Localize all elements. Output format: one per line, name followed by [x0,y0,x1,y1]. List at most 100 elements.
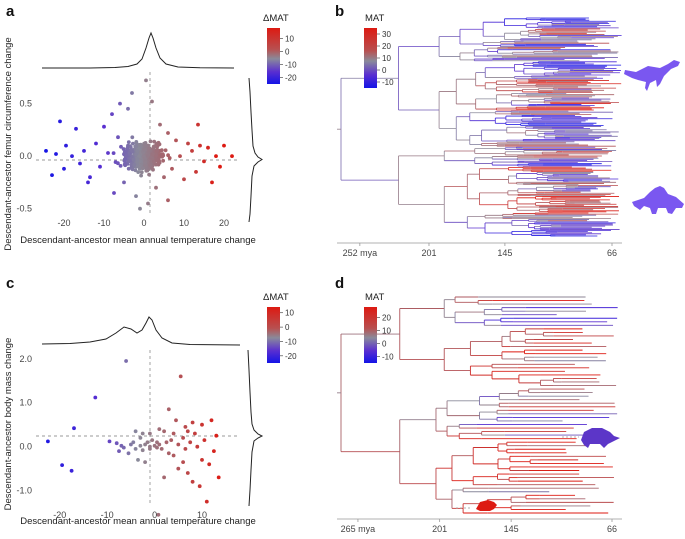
scatter-point [135,157,139,162]
scatter-point [178,374,183,379]
panel-b-colorbar: MAT 30 20 10 0 -10 [364,13,394,88]
colorbar-tick-label: 30 [382,30,391,39]
scatter-point [46,439,50,444]
colorbar-tick-label: -10 [285,337,297,346]
scatter-point [142,156,147,161]
scatter-point [148,431,152,436]
scatter-point [198,143,202,148]
scatter-point [122,180,126,185]
scatter-point [176,466,181,471]
colorbar-tick-label: 0 [382,66,387,75]
scatter-point [174,138,178,143]
scatter-point [142,148,147,152]
panel-c-scatter: -20 -10 0 10 -1.0 0.0 1.0 2.0 Descendant-ancest… [3,292,297,527]
y-tick-label: 1.0 [19,398,32,408]
scatter-point [200,458,204,462]
scatter-point [126,106,130,111]
time-tick-label: 252 mya [343,248,378,258]
scatter-point [121,147,126,151]
scatter-point [128,145,133,150]
panel-label-a: a [6,3,15,20]
scatter-point [138,206,142,211]
scatter-point [162,429,167,434]
scatter-point [72,426,76,431]
scatter-point [58,119,62,124]
scatter-point [155,148,160,153]
colorbar-tick-label: -10 [382,78,394,87]
colorbar-tick-label: 10 [382,326,391,335]
scatter-point [130,135,135,140]
y-tick-label: 0.0 [19,151,32,161]
ceratopsian-silhouette-icon [632,186,684,214]
scatter-point [130,167,135,172]
scatter-point [146,201,150,206]
scatter-point [102,124,106,129]
scatter-point [156,160,161,165]
scatter-point [204,499,209,504]
scatter-point [137,154,142,159]
scatter-point [167,156,172,160]
scatter-point [135,149,140,153]
scatter-point [156,512,161,517]
scatter-point [88,175,92,180]
colorbar-tick-label: -20 [285,73,297,82]
scatter-point [159,447,164,451]
scatter-point [131,141,135,146]
panel-c-xlabel: Descendant-ancestor mean annual temperat… [20,516,256,527]
scatter-point [122,162,127,167]
scatter-point [207,462,212,467]
scatter-point [174,418,178,423]
scatter-point [134,194,138,199]
scatter-point [93,395,98,400]
panel-c-colorbar-gradient [267,307,280,363]
x-tick-label: 10 [179,218,189,228]
small-mammal-silhouette-icon [476,500,497,511]
y-tick-label: -1.0 [16,486,32,496]
scatter-point [162,175,166,180]
scatter-point [159,148,164,153]
scatter-point [196,122,200,127]
scatter-point [176,442,181,447]
scatter-point [183,425,188,429]
panel-a-xlabel: Descendant-ancestor mean annual temperat… [20,235,256,246]
colorbar-tick-label: -10 [382,352,394,361]
scatter-point [62,166,66,171]
scatter-point [143,143,148,148]
scatter-point [151,146,156,151]
panel-d-colorbar-gradient [364,307,377,363]
scatter-point [182,177,186,182]
colorbar-tick-label: 0 [285,47,290,56]
panel-c-top-density [41,316,241,346]
y-tick-label: 0.5 [19,99,32,109]
scatter-point [129,442,133,447]
scatter-point [147,147,152,152]
scatter-point [134,144,139,149]
x-tick-label: -10 [97,218,110,228]
mammal-silhouette-icon [581,428,620,448]
scatter-point [78,161,82,166]
scatter-point [151,167,155,172]
time-tick-label: 66 [607,248,617,258]
scatter-point [118,164,123,168]
panel-a-ylabel: Descendant-ancestor femur circumference … [3,37,14,250]
panel-c-colorbar-title: ΔMAT [263,292,289,303]
scatter-point [181,460,186,464]
y-tick-label: -0.5 [16,204,32,214]
panel-b-colorbar-gradient [364,28,377,88]
scatter-point [131,157,136,162]
time-tick-label: 265 mya [341,524,376,534]
x-tick-label: -10 [101,510,114,520]
scatter-point [194,170,198,174]
panel-b-colorbar-title: MAT [365,13,385,24]
x-tick-label: 20 [219,218,229,228]
scatter-point [114,441,119,446]
scatter-point [164,440,169,445]
scatter-point [148,139,153,144]
colorbar-tick-label: -20 [285,352,297,361]
scatter-point [150,99,154,104]
colorbar-tick-label: 20 [382,313,391,322]
scatter-point [185,429,190,434]
scatter-point [178,154,182,159]
time-tick-label: 145 [497,248,512,258]
x-tick-label: -20 [57,218,70,228]
